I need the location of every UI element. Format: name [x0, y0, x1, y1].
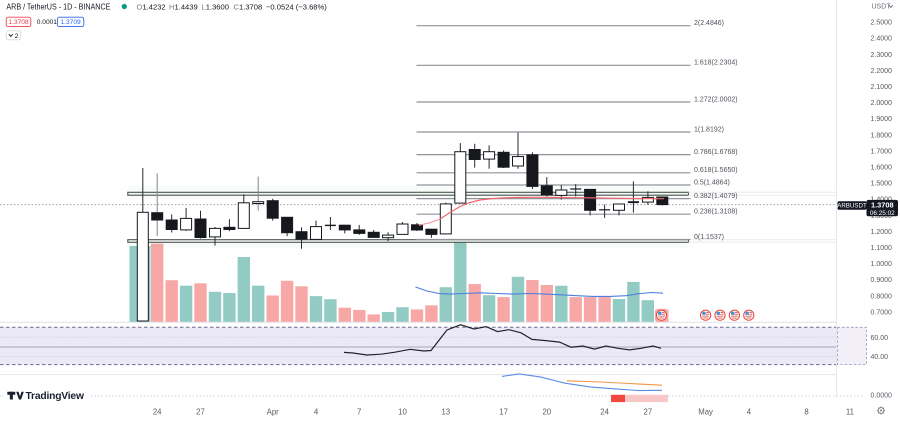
svg-text:0.618(1.5650): 0.618(1.5650) — [694, 167, 738, 174]
svg-text:L1.3600: L1.3600 — [202, 2, 229, 11]
svg-text:1.8000: 1.8000 — [871, 132, 893, 139]
svg-text:27: 27 — [644, 407, 653, 416]
svg-text:0(1.1537): 0(1.1537) — [694, 234, 724, 241]
svg-text:1.272(2.0002): 1.272(2.0002) — [694, 96, 738, 103]
svg-text:17: 17 — [499, 407, 508, 416]
svg-text:1(1.8192): 1(1.8192) — [694, 126, 724, 133]
svg-text:C1.3708: C1.3708 — [234, 2, 263, 11]
svg-text:2.4000: 2.4000 — [871, 36, 893, 43]
svg-text:O1.4232: O1.4232 — [137, 2, 166, 11]
svg-text:40.00: 40.00 — [871, 354, 889, 361]
svg-text:May: May — [698, 407, 713, 416]
svg-text:0.9000: 0.9000 — [871, 277, 893, 284]
svg-text:0.382(1.4079): 0.382(1.4079) — [694, 193, 738, 200]
svg-text:13: 13 — [441, 407, 450, 416]
svg-text:27: 27 — [196, 407, 205, 416]
svg-text:0.5(1.4864): 0.5(1.4864) — [694, 179, 730, 186]
svg-text:20: 20 — [542, 407, 551, 416]
svg-text:24: 24 — [153, 407, 162, 416]
svg-text:TradingView: TradingView — [26, 391, 85, 402]
svg-text:0.236(1.3108): 0.236(1.3108) — [694, 209, 738, 216]
svg-text:ARB / TetherUS - 1D - BINANCE: ARB / TetherUS - 1D - BINANCE — [6, 2, 110, 11]
svg-text:1.5000: 1.5000 — [871, 181, 893, 188]
svg-text:11: 11 — [846, 407, 854, 416]
svg-text:2.3000: 2.3000 — [871, 52, 893, 59]
svg-text:4: 4 — [747, 407, 752, 416]
svg-text:1.618(2.2304): 1.618(2.2304) — [694, 60, 738, 67]
svg-text:2(2.4846): 2(2.4846) — [694, 20, 724, 27]
svg-text:2.0000: 2.0000 — [871, 100, 893, 107]
svg-text:4: 4 — [314, 407, 319, 416]
svg-text:1.3000: 1.3000 — [871, 213, 893, 220]
svg-text:1.3708: 1.3708 — [871, 201, 894, 210]
svg-text:1.9000: 1.9000 — [871, 116, 893, 123]
svg-text:0.0001: 0.0001 — [37, 19, 58, 26]
svg-text:8: 8 — [804, 407, 808, 416]
svg-text:2: 2 — [15, 33, 19, 40]
svg-text:0.7000: 0.7000 — [871, 309, 893, 316]
svg-text:1.3709: 1.3709 — [61, 19, 82, 26]
svg-text:1.6000: 1.6000 — [871, 165, 893, 172]
svg-text:1.0000: 1.0000 — [871, 261, 893, 268]
svg-text:2.1000: 2.1000 — [871, 84, 893, 91]
svg-text:24: 24 — [600, 407, 609, 416]
svg-text:1.3708: 1.3708 — [8, 19, 29, 26]
svg-text:2.5000: 2.5000 — [871, 20, 893, 27]
svg-text:1.2000: 1.2000 — [871, 229, 893, 236]
svg-text:1.7000: 1.7000 — [871, 148, 893, 155]
svg-text:7: 7 — [357, 407, 361, 416]
svg-text:2.2000: 2.2000 — [871, 68, 893, 75]
svg-text:06:25:02: 06:25:02 — [870, 210, 895, 217]
svg-text:Apr: Apr — [267, 407, 280, 416]
svg-text:ARBUSDT: ARBUSDT — [837, 203, 867, 210]
svg-text:USDT: USDT — [872, 4, 892, 11]
svg-text:1.1000: 1.1000 — [871, 245, 893, 252]
svg-text:−0.0524 (−3.68%): −0.0524 (−3.68%) — [266, 2, 327, 11]
svg-text:H1.4439: H1.4439 — [169, 2, 198, 11]
svg-text:60.00: 60.00 — [871, 335, 889, 342]
svg-text:10: 10 — [398, 407, 407, 416]
svg-text:0.8000: 0.8000 — [871, 293, 893, 300]
svg-text:0.0000: 0.0000 — [871, 393, 893, 400]
svg-text:0.786(1.6768): 0.786(1.6768) — [694, 149, 738, 156]
